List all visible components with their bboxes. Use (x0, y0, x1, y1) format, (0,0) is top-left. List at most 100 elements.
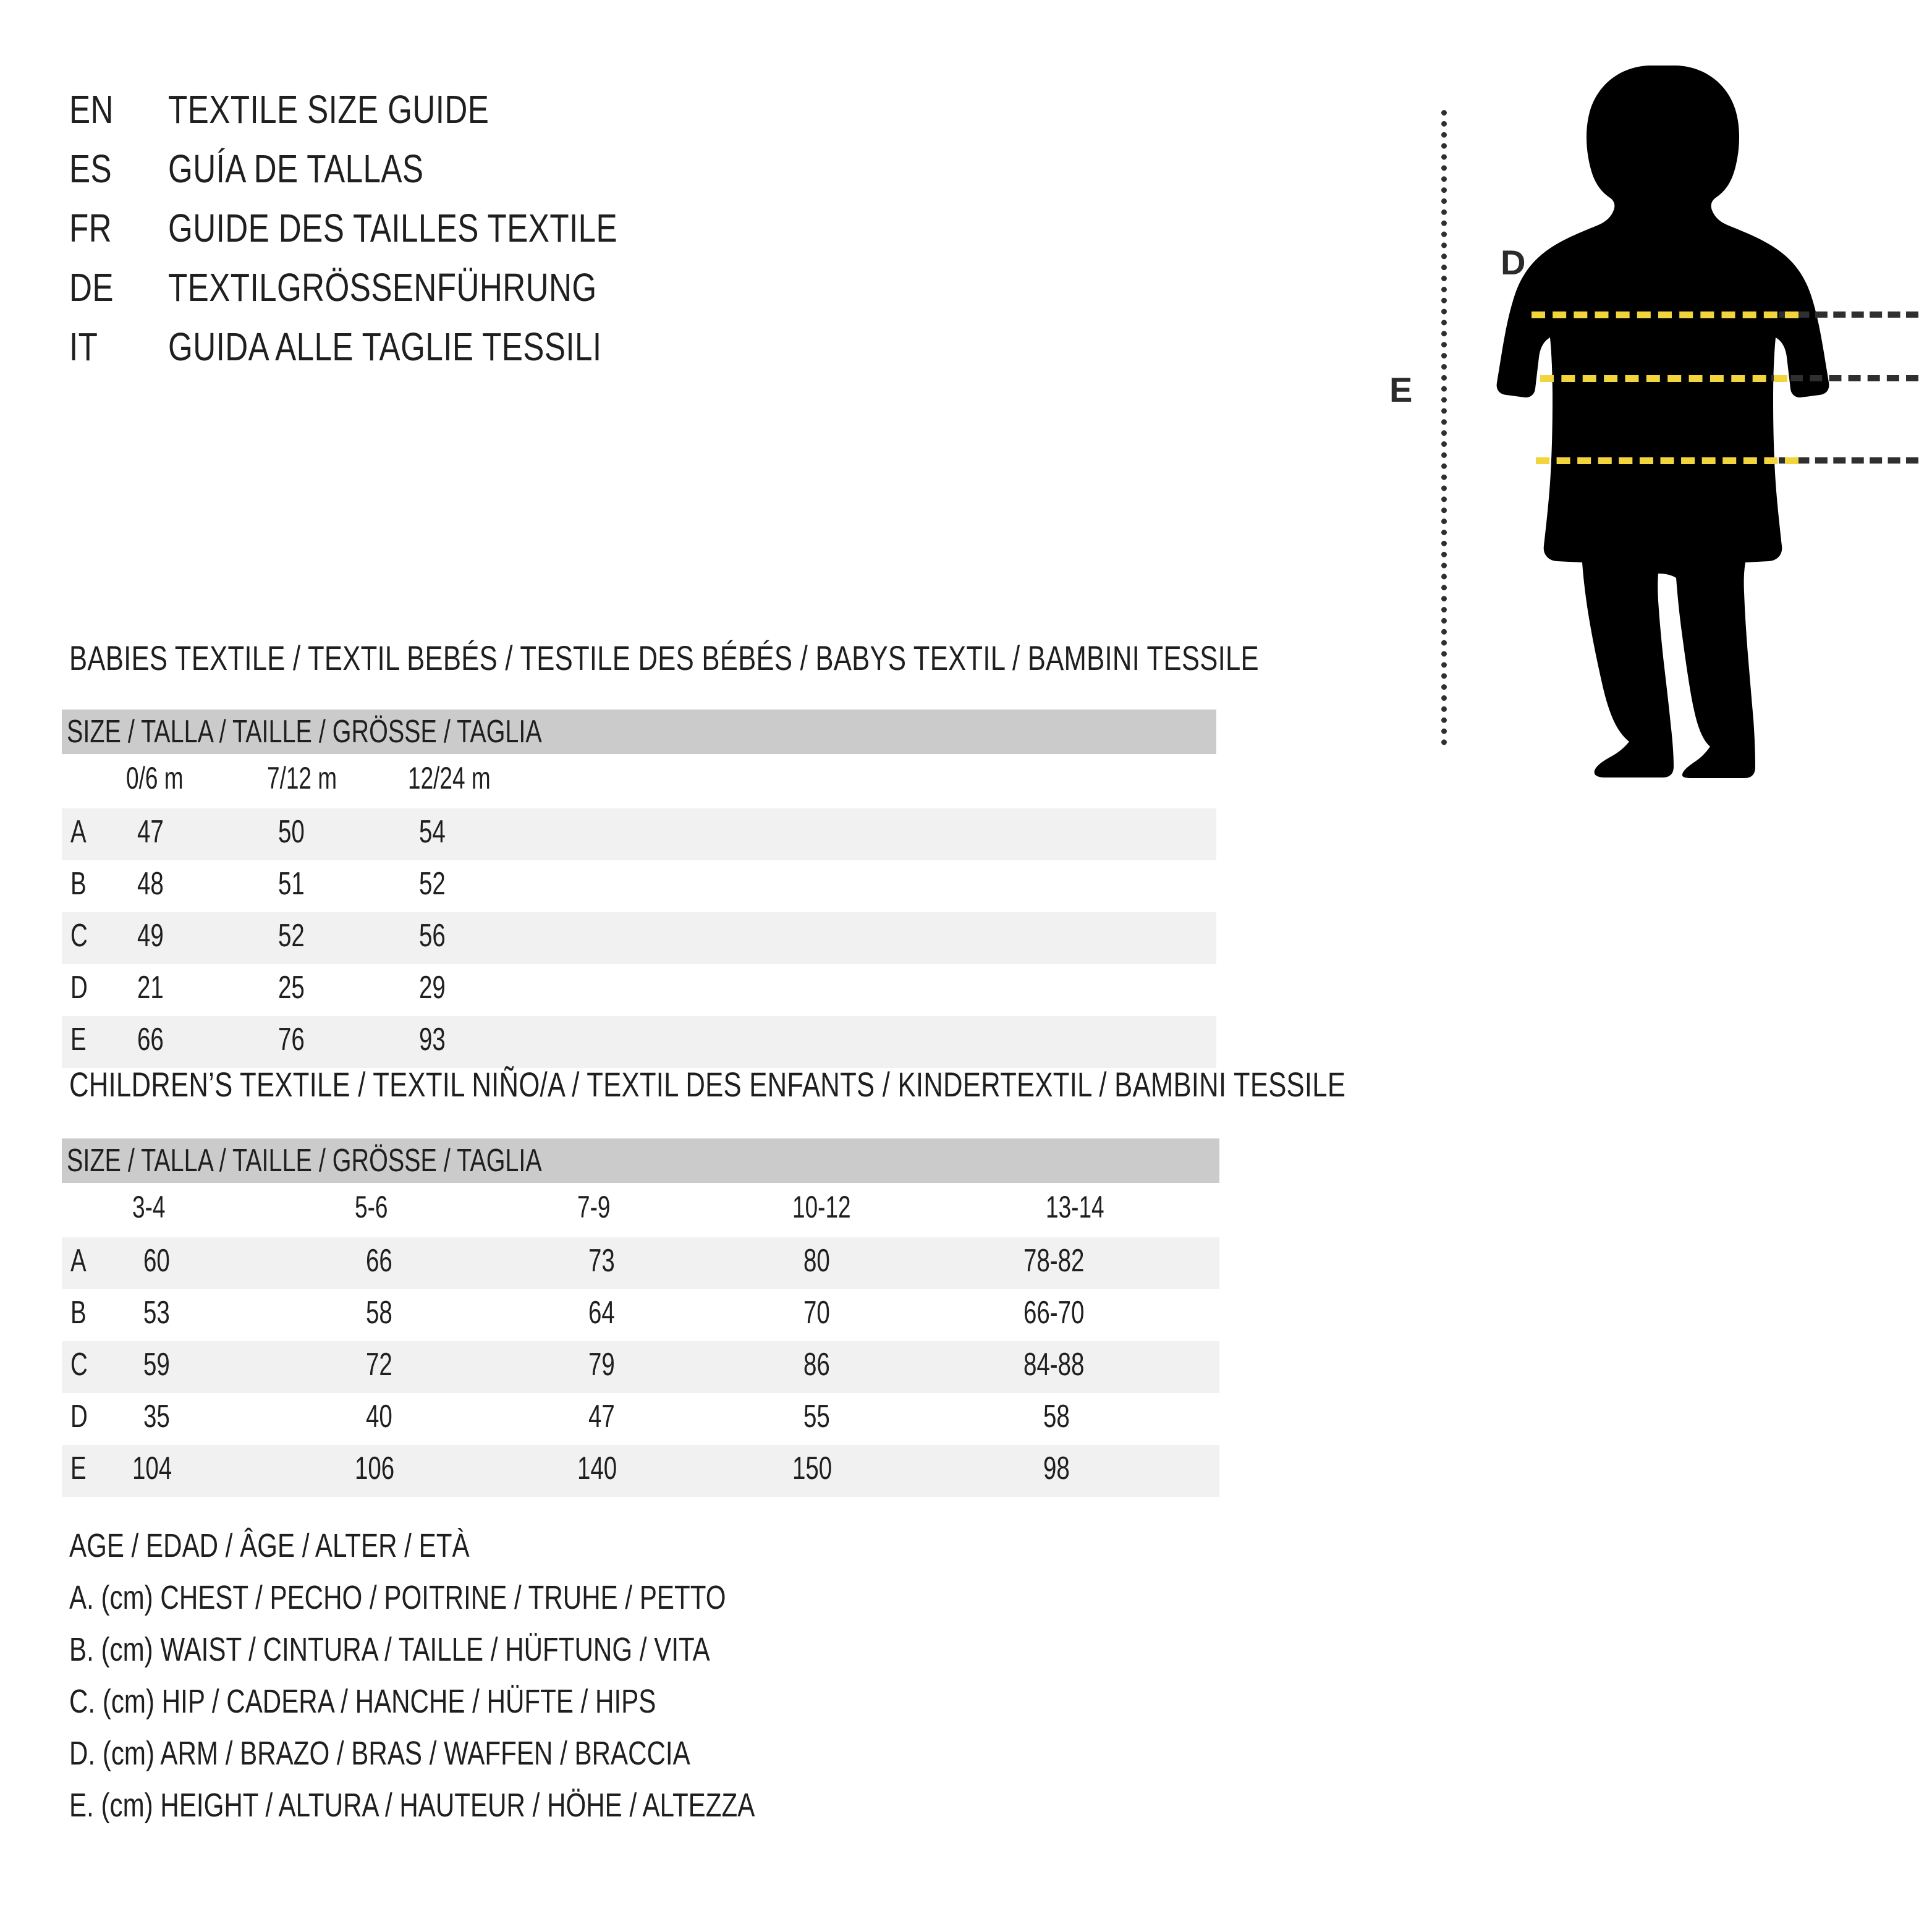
children-cell-d-4: 58 (1043, 1399, 1070, 1434)
children-column-header-3: 10-12 (792, 1190, 851, 1224)
language-row-de: DE TEXTILGRÖSSENFÜHRUNG (69, 265, 873, 324)
legend-item-e: E. (cm) HEIGHT / ALTURA / HAUTEUR / HÖHE… (69, 1787, 755, 1824)
legend-item-a: A. (cm) CHEST / PECHO / POITRINE / TRUHE… (69, 1579, 726, 1616)
babies-cell-a-1: 50 (278, 814, 305, 850)
language-code-en: EN (69, 87, 114, 132)
babies-cell-b-0: 48 (137, 866, 164, 902)
babies-size-header-bar: SIZE / TALLA / TAILLE / GRÖSSE / TAGLIA (62, 710, 1216, 754)
babies-size-header-label: SIZE / TALLA / TAILLE / GRÖSSE / TAGLIA (67, 714, 542, 750)
children-cell-d-0: 35 (143, 1399, 170, 1434)
babies-column-header-row: 0/6 m 7/12 m 12/24 m (62, 755, 1216, 807)
table-row: E 104 106 140 150 98 (62, 1445, 1219, 1497)
children-column-header-4: 13-14 (1046, 1190, 1104, 1224)
children-cell-a-1: 66 (366, 1243, 392, 1279)
children-cell-a-2: 73 (588, 1243, 615, 1279)
legend-block: AGE / EDAD / ÂGE / ALTER / ETÀ A. (cm) C… (69, 1527, 948, 1838)
children-cell-e-4: 98 (1043, 1451, 1070, 1486)
children-cell-e-1: 106 (355, 1451, 395, 1486)
children-size-header-bar: SIZE / TALLA / TAILLE / GRÖSSE / TAGLIA (62, 1138, 1219, 1183)
waist-measure-line-b (1540, 375, 1787, 382)
babies-row-letter-c: C (70, 918, 88, 954)
children-cell-d-1: 40 (366, 1399, 392, 1434)
babies-column-header-2: 12/24 m (408, 761, 491, 795)
language-title-it: GUIDA ALLE TAGLIE TESSILI (168, 324, 602, 369)
babies-cell-c-2: 56 (419, 918, 446, 954)
babies-cell-c-0: 49 (137, 918, 164, 954)
children-size-table: SIZE / TALLA / TAILLE / GRÖSSE / TAGLIA … (62, 1138, 1224, 1497)
babies-column-header-0: 0/6 m (126, 761, 184, 795)
language-code-de: DE (69, 265, 114, 310)
children-cell-e-0: 104 (132, 1451, 172, 1486)
babies-cell-b-1: 51 (278, 866, 305, 902)
language-row-es: ES GUÍA DE TALLAS (69, 146, 873, 205)
language-title-fr: GUIDE DES TAILLES TEXTILE (168, 206, 618, 250)
table-row: A 60 66 73 80 78-82 (62, 1237, 1219, 1289)
legend-item-c: C. (cm) HIP / CADERA / HANCHE / HÜFTE / … (69, 1683, 656, 1720)
children-cell-c-1: 72 (366, 1347, 392, 1383)
table-row: A 47 50 54 (62, 808, 1216, 860)
language-title-es: GUÍA DE TALLAS (168, 146, 424, 191)
table-row: D 21 25 29 (62, 964, 1216, 1016)
children-row-letter-c: C (70, 1347, 88, 1383)
babies-cell-e-1: 76 (278, 1022, 305, 1057)
legend-item-d: D. (cm) ARM / BRAZO / BRAS / WAFFEN / BR… (69, 1735, 690, 1772)
children-cell-c-0: 59 (143, 1347, 170, 1383)
babies-cell-a-0: 47 (137, 814, 164, 850)
height-guide-line-e (1441, 110, 1447, 745)
chest-measure-line-a (1532, 311, 1799, 318)
children-row-letter-b: B (70, 1295, 87, 1331)
table-row: C 59 72 79 86 84-88 (62, 1341, 1219, 1393)
table-row: C 49 52 56 (62, 912, 1216, 964)
table-row: D 35 40 47 55 58 (62, 1393, 1219, 1445)
figure-label-d: D (1501, 243, 1526, 282)
waist-leader-line-b (1771, 375, 1918, 381)
children-column-header-2: 7-9 (577, 1190, 611, 1224)
language-title-de: TEXTILGRÖSSENFÜHRUNG (168, 265, 597, 310)
measurement-figure-diagram: E D A B C (1389, 62, 1922, 779)
babies-cell-c-1: 52 (278, 918, 305, 954)
children-cell-c-4: 84-88 (1023, 1347, 1085, 1383)
table-row: B 48 51 52 (62, 860, 1216, 912)
children-cell-c-3: 86 (803, 1347, 830, 1383)
language-code-es: ES (69, 146, 112, 191)
children-cell-b-2: 64 (588, 1295, 615, 1331)
table-row: E 66 76 93 (62, 1016, 1216, 1068)
hip-leader-line-c (1779, 457, 1918, 464)
babies-section-title: BABIES TEXTILE / TEXTIL BEBÉS / TESTILE … (69, 638, 1259, 677)
children-cell-e-3: 150 (792, 1451, 833, 1486)
child-silhouette-icon (1496, 66, 1829, 778)
children-column-header-0: 3-4 (132, 1190, 166, 1224)
babies-row-letter-b: B (70, 866, 87, 902)
babies-row-letter-d: D (70, 970, 88, 1006)
children-cell-a-3: 80 (803, 1243, 830, 1279)
babies-row-letter-a: A (70, 814, 87, 850)
language-row-en: EN TEXTILE SIZE GUIDE (69, 87, 873, 146)
children-cell-d-2: 47 (588, 1399, 615, 1434)
language-code-it: IT (69, 324, 98, 369)
table-row: B 53 58 64 70 66-70 (62, 1289, 1219, 1341)
children-cell-d-3: 55 (803, 1399, 830, 1434)
babies-size-table: SIZE / TALLA / TAILLE / GRÖSSE / TAGLIA … (62, 710, 1224, 1068)
children-cell-b-0: 53 (143, 1295, 170, 1331)
babies-cell-e-2: 93 (419, 1022, 446, 1057)
children-cell-b-4: 66-70 (1023, 1295, 1085, 1331)
children-column-header-1: 5-6 (355, 1190, 388, 1224)
babies-cell-b-2: 52 (419, 866, 446, 902)
children-column-header-row: 3-4 5-6 7-9 10-12 13-14 (62, 1184, 1219, 1236)
babies-column-header-1: 7/12 m (267, 761, 337, 795)
children-cell-e-2: 140 (577, 1451, 617, 1486)
babies-row-letter-e: E (70, 1022, 87, 1057)
language-row-fr: FR GUIDE DES TAILLES TEXTILE (69, 205, 873, 265)
children-section-title: CHILDREN’S TEXTILE / TEXTIL NIÑO/A / TEX… (69, 1065, 1346, 1104)
language-header-block: EN TEXTILE SIZE GUIDE ES GUÍA DE TALLAS … (69, 87, 873, 383)
babies-cell-d-0: 21 (137, 970, 164, 1006)
legend-age-line: AGE / EDAD / ÂGE / ALTER / ETÀ (69, 1527, 470, 1564)
babies-cell-a-2: 54 (419, 814, 446, 850)
children-cell-b-1: 58 (366, 1295, 392, 1331)
language-title-en: TEXTILE SIZE GUIDE (168, 87, 489, 132)
hip-measure-line-c (1536, 457, 1799, 464)
children-cell-a-4: 78-82 (1023, 1243, 1085, 1279)
children-row-letter-d: D (70, 1399, 88, 1434)
babies-cell-e-0: 66 (137, 1022, 164, 1057)
babies-cell-d-2: 29 (419, 970, 446, 1006)
